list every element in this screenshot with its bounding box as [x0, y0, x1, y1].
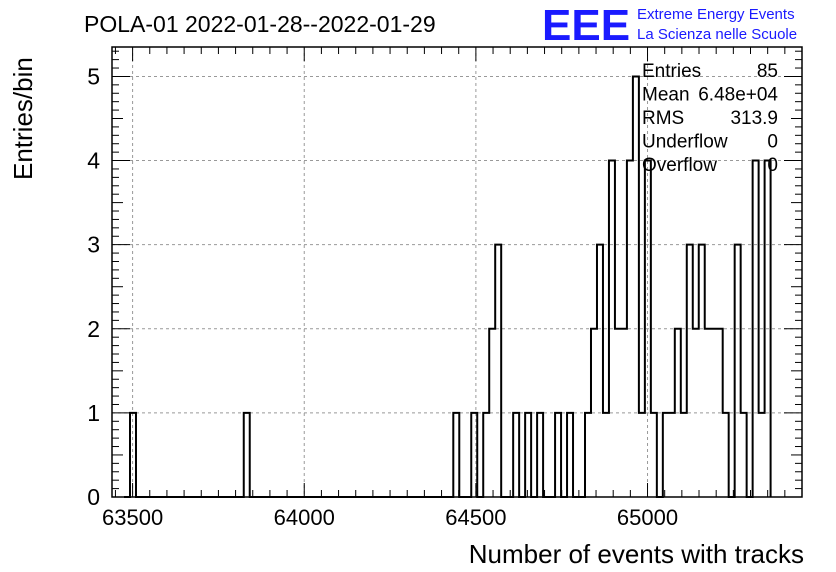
x-tick-label: 64500	[445, 505, 506, 530]
y-tick-labels: 0 1 2 3 4 5	[87, 63, 100, 510]
plot-frame	[111, 46, 803, 498]
stats-value: 85	[757, 61, 778, 82]
x-tick-label: 63500	[102, 505, 163, 530]
axis-ticks	[112, 47, 803, 498]
eee-logo: EEE Extreme Energy Events La Scienza nel…	[542, 1, 797, 50]
y-tick-label: 5	[87, 63, 100, 89]
y-tick-label: 3	[87, 232, 100, 258]
stats-label: Underflow	[642, 132, 728, 153]
stats-label: Overflow	[642, 155, 717, 176]
y-tick-label: 4	[87, 148, 100, 174]
x-tick-labels: 63500 64000 64500 65000	[102, 505, 678, 530]
chart-title: POLA-01 2022-01-28--2022-01-29	[84, 11, 436, 37]
stats-value: 0	[767, 132, 778, 153]
eee-logo-line1: Extreme Energy Events	[637, 6, 795, 23]
eee-logo-mark: EEE	[542, 1, 630, 50]
y-axis-label: Entries/bin	[8, 57, 38, 180]
stats-value: 0	[767, 155, 778, 176]
y-tick-label: 0	[87, 484, 100, 510]
stats-label: Entries	[642, 61, 701, 82]
x-axis-label: Number of events with tracks	[469, 539, 804, 569]
x-tick-label: 65000	[617, 505, 678, 530]
y-tick-label: 2	[87, 316, 100, 342]
x-tick-label: 64000	[274, 505, 335, 530]
stats-value: 313.9	[730, 108, 778, 129]
eee-logo-line2: La Scienza nelle Scuole	[637, 26, 797, 43]
y-tick-label: 1	[87, 400, 100, 426]
stats-value: 6.48e+04	[698, 85, 778, 106]
stats-label: RMS	[642, 108, 684, 129]
stats-label: Mean	[642, 85, 690, 106]
